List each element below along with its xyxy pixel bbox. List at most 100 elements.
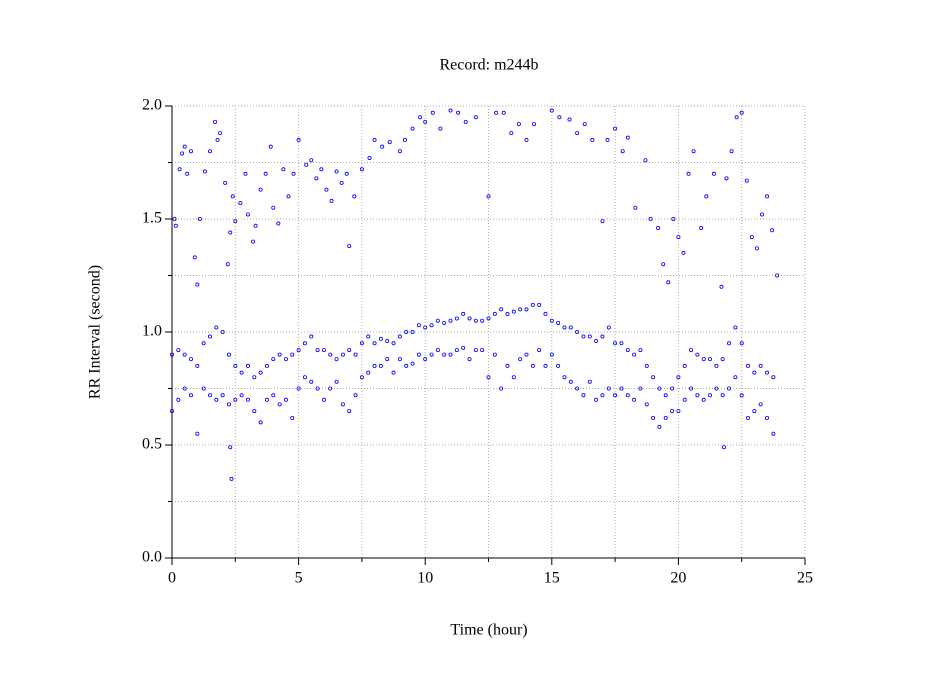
- point: [263, 171, 268, 176]
- point: [739, 110, 744, 115]
- point: [701, 397, 706, 402]
- point: [435, 318, 440, 323]
- point: [252, 409, 257, 414]
- point: [568, 325, 573, 330]
- point: [277, 352, 282, 357]
- point: [456, 110, 461, 115]
- point: [321, 348, 326, 353]
- point: [620, 149, 625, 154]
- point: [429, 352, 434, 357]
- point: [185, 171, 190, 176]
- y-tick-label: 1.5: [142, 210, 162, 227]
- y-tick-label: 2.0: [142, 97, 162, 114]
- point: [480, 348, 485, 353]
- point: [689, 348, 694, 353]
- point: [416, 323, 421, 328]
- point: [663, 393, 668, 398]
- point: [670, 409, 675, 414]
- point: [233, 397, 238, 402]
- point: [309, 334, 314, 339]
- point: [556, 320, 561, 325]
- point: [207, 149, 212, 154]
- point: [359, 167, 364, 172]
- point: [268, 144, 273, 149]
- x-tick-label: 10: [417, 570, 433, 587]
- point: [714, 363, 719, 368]
- point: [719, 284, 724, 289]
- point: [296, 386, 301, 391]
- point: [309, 158, 314, 163]
- point: [220, 329, 225, 334]
- point: [172, 216, 177, 221]
- point: [606, 386, 611, 391]
- point: [251, 239, 256, 244]
- point: [729, 149, 734, 154]
- point: [291, 171, 296, 176]
- point: [670, 386, 675, 391]
- point: [648, 216, 653, 221]
- point: [518, 357, 523, 362]
- point: [378, 363, 383, 368]
- point: [765, 370, 770, 375]
- point: [423, 119, 428, 124]
- point: [188, 357, 193, 362]
- point: [651, 415, 656, 420]
- point: [315, 386, 320, 391]
- point: [708, 357, 713, 362]
- point: [353, 352, 358, 357]
- point: [771, 375, 776, 380]
- point: [176, 348, 181, 353]
- point: [752, 370, 757, 375]
- point: [188, 149, 193, 154]
- y-axis-label: RR Interval (second): [87, 265, 104, 399]
- point: [402, 137, 407, 142]
- point: [549, 352, 554, 357]
- point: [253, 223, 258, 228]
- point: [752, 409, 757, 414]
- point: [372, 137, 377, 142]
- point: [744, 178, 749, 183]
- point: [530, 363, 535, 368]
- point: [290, 415, 295, 420]
- point: [473, 348, 478, 353]
- point: [271, 205, 276, 210]
- point: [283, 357, 288, 362]
- point: [625, 135, 630, 140]
- point: [385, 357, 390, 362]
- y-tick-label: 0.0: [142, 549, 162, 566]
- point: [387, 140, 392, 145]
- point: [302, 375, 307, 380]
- point: [758, 363, 763, 368]
- point: [749, 235, 754, 240]
- point: [344, 171, 349, 176]
- point: [505, 363, 510, 368]
- point: [632, 352, 637, 357]
- point: [304, 162, 309, 167]
- point: [207, 334, 212, 339]
- point: [770, 228, 775, 233]
- point: [233, 219, 238, 224]
- point: [448, 352, 453, 357]
- point: [473, 115, 478, 120]
- point: [689, 386, 694, 391]
- point: [486, 316, 491, 321]
- point: [663, 415, 668, 420]
- point: [543, 363, 548, 368]
- point: [606, 325, 611, 330]
- point: [775, 273, 780, 278]
- point: [324, 187, 329, 192]
- point: [214, 397, 219, 402]
- point: [319, 167, 324, 172]
- point: [511, 309, 516, 314]
- point: [486, 194, 491, 199]
- point: [352, 194, 357, 199]
- point: [315, 348, 320, 353]
- point: [619, 341, 624, 346]
- point: [524, 352, 529, 357]
- point: [226, 352, 231, 357]
- point: [340, 402, 345, 407]
- point: [499, 386, 504, 391]
- point: [734, 115, 739, 120]
- point: [643, 158, 648, 163]
